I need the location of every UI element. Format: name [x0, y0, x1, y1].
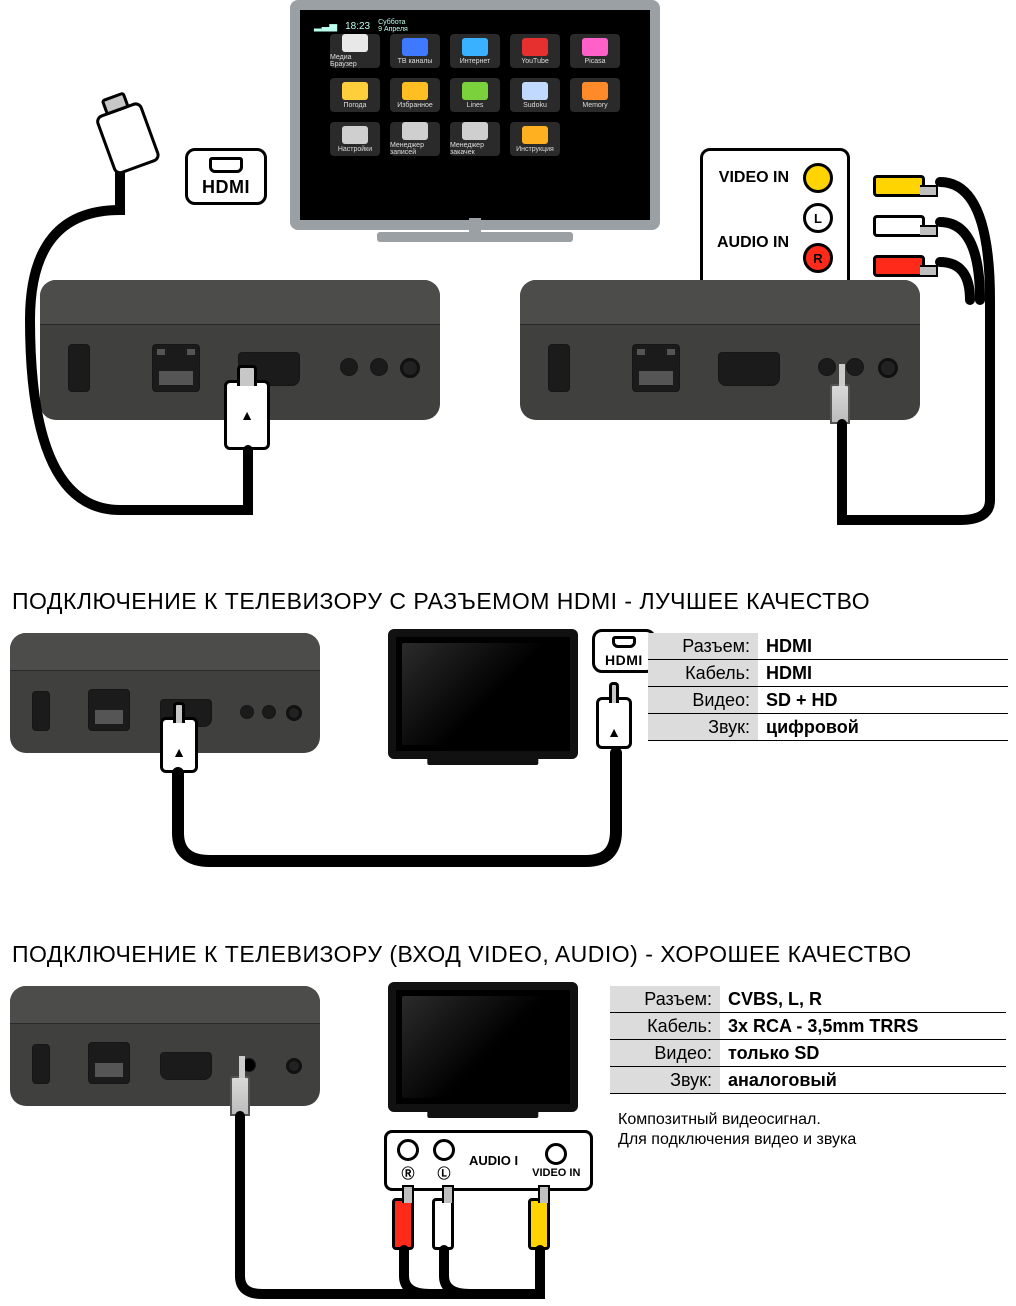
trs-plug-to-box	[830, 384, 850, 424]
tv-app: Медиа Браузер	[330, 34, 380, 68]
tv-small-av	[388, 982, 578, 1112]
section-hdmi: ПОДКЛЮЧЕНИЕ К ТЕЛЕВИЗОРУ С РАЗЪЕМОМ HDMI…	[0, 580, 1016, 903]
tv-app: Picasa	[570, 34, 620, 68]
hdmi-label: HDMI	[202, 177, 250, 198]
tv-app: Sudoku	[510, 78, 560, 112]
spec-row: Кабель:HDMI	[648, 660, 1008, 687]
tv-app: Memory	[570, 78, 620, 112]
section-av: ПОДКЛЮЧЕНИЕ К ТЕЛЕВИЗОРУ (ВХОД VIDEO, AU…	[0, 933, 1016, 1306]
tv-app: Погода	[330, 78, 380, 112]
av-note: Композитный видеосигнал. Для подключения…	[618, 1106, 856, 1150]
rca-r-socket: R	[803, 243, 833, 273]
rca-plug-red	[873, 255, 925, 277]
spec-row: Разъем:HDMI	[648, 633, 1008, 660]
tv-app: Настройки	[330, 122, 380, 156]
spec-row: Звук:цифровой	[648, 714, 1008, 741]
tv-small-hdmi	[388, 629, 578, 759]
spec-row: Кабель:3x RCA - 3,5mm TRRS	[610, 1013, 1006, 1040]
section-av-title: ПОДКЛЮЧЕНИЕ К ТЕЛЕВИЗОРУ (ВХОД VIDEO, AU…	[0, 933, 1016, 976]
tv-date: Суббота 9 Апреля	[378, 19, 408, 33]
overview-diagram: ▂▃▅ 18:23 Суббота 9 Апреля Медиа Браузер…	[0, 0, 1016, 540]
spec-row: Звук:аналоговый	[610, 1067, 1006, 1094]
section-hdmi-title: ПОДКЛЮЧЕНИЕ К ТЕЛЕВИЗОРУ С РАЗЪЕМОМ HDMI…	[0, 580, 1016, 623]
stb-right	[520, 280, 920, 420]
rca-plug-yellow	[873, 175, 925, 197]
tv-rca-panel: VIDEO IN AUDIO IN L R	[700, 148, 850, 298]
specs-hdmi: Разъем:HDMIКабель:HDMIВидео:SD + HDЗвук:…	[648, 633, 1008, 741]
spec-row: Разъем:CVBS, L, R	[610, 986, 1006, 1013]
tv-app: Менеджер закачек	[450, 122, 500, 156]
tv-av-panel: Ⓡ Ⓛ AUDIO I VIDEO IN	[384, 1130, 593, 1191]
spec-row: Видео:только SD	[610, 1040, 1006, 1067]
rca-plug-white	[873, 215, 925, 237]
hdmi-plug-to-box	[224, 380, 270, 450]
tv-app: Интернет	[450, 34, 500, 68]
spec-row: Видео:SD + HD	[648, 687, 1008, 714]
tv-app: YouTube	[510, 34, 560, 68]
rca-l-socket: L	[803, 203, 833, 233]
tv-app: Избранное	[390, 78, 440, 112]
tv-statusbar: ▂▃▅ 18:23 Суббота 9 Апреля	[314, 18, 636, 34]
tv-app: Инструкция	[510, 122, 560, 156]
stb-av	[10, 986, 320, 1106]
tv-app: Lines	[450, 78, 500, 112]
hdmi-label-box: HDMI	[185, 148, 267, 205]
tv-apps-grid: Медиа Браузер ТВ каналы Интернет YouTube Pic…	[330, 34, 620, 196]
specs-av: Разъем:CVBS, L, RКабель:3x RCA - 3,5mm T…	[610, 986, 1006, 1094]
rca-video-socket	[803, 163, 833, 193]
tv-time: 18:23	[345, 21, 370, 32]
smart-tv: ▂▃▅ 18:23 Суббота 9 Апреля Медиа Браузер…	[290, 0, 660, 230]
tv-app: Менеджер записей	[390, 122, 440, 156]
tv-app: ТВ каналы	[390, 34, 440, 68]
